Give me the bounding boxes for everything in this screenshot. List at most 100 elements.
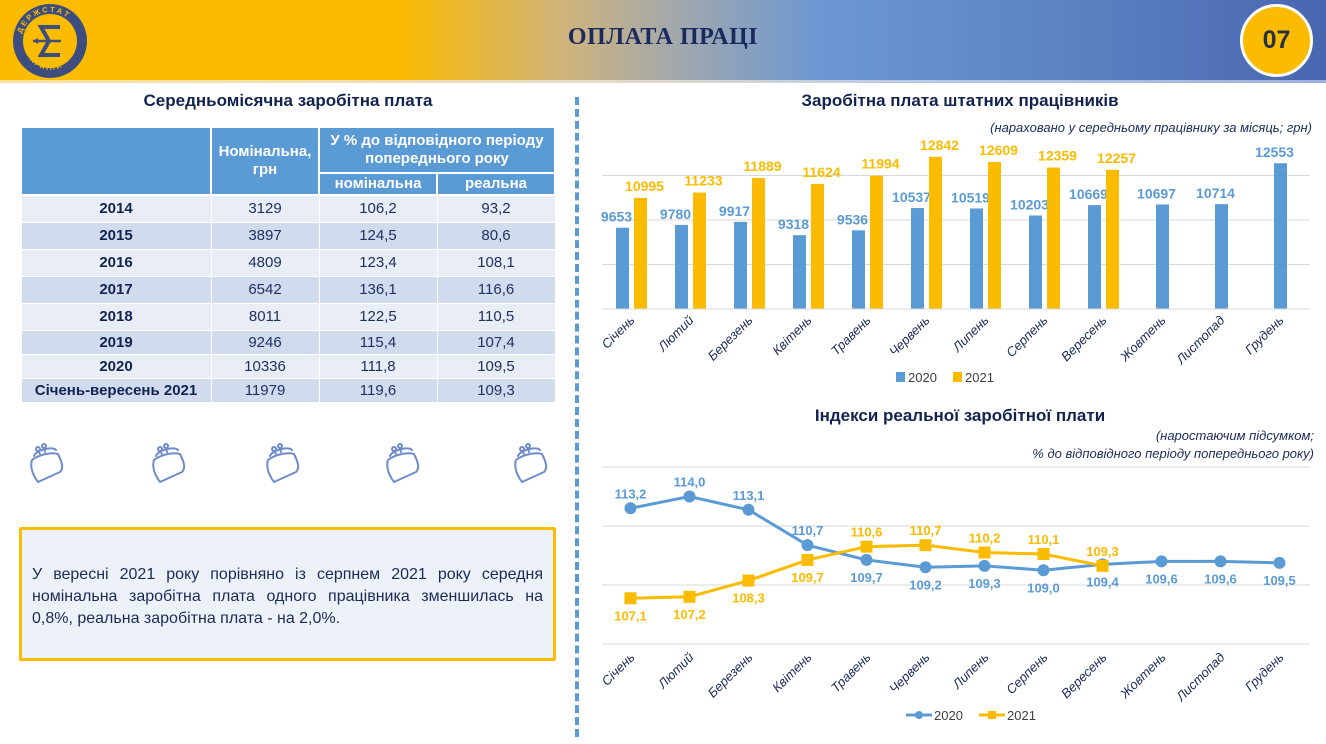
table-row: 2015 3897 124,5 80,6 bbox=[20, 221, 556, 250]
data-label-2020: 10697 bbox=[1137, 185, 1176, 201]
x-tick-label: Квітень bbox=[769, 649, 815, 695]
table-row: 2020 10336 111,8 109,5 bbox=[20, 353, 556, 379]
legend-swatch-2021 bbox=[953, 372, 962, 382]
x-tick-label: Січень bbox=[599, 312, 638, 351]
data-label-2020: 109,6 bbox=[1145, 571, 1178, 586]
purse-icon bbox=[514, 443, 548, 483]
data-label-2020: 109,0 bbox=[1027, 580, 1060, 595]
x-tick-label: Квітень bbox=[769, 312, 815, 358]
marker-2021 bbox=[624, 592, 637, 605]
marker-2020 bbox=[978, 559, 991, 572]
x-tick-label: Серпень bbox=[1003, 312, 1051, 360]
line-chart-subtitle-1: (наростаючим підсумком; bbox=[1155, 428, 1314, 443]
marker-2021 bbox=[683, 590, 696, 603]
bar-2021 bbox=[634, 197, 647, 309]
data-label-2021: 12842 bbox=[920, 137, 959, 153]
pct-real-cell: 93,2 bbox=[436, 194, 556, 223]
bar-2021 bbox=[1106, 169, 1119, 309]
data-label-2020: 109,3 bbox=[968, 576, 1001, 591]
marker-2021 bbox=[860, 540, 873, 553]
x-tick-label: Лютий bbox=[654, 650, 696, 692]
nominal-cell: 6542 bbox=[210, 275, 320, 304]
period-cell: 2015 bbox=[20, 221, 212, 250]
marker-2021 bbox=[1096, 559, 1109, 572]
x-tick-label: Березень bbox=[705, 312, 756, 363]
period-cell: Січень-вересень 2021 bbox=[20, 377, 212, 403]
pct-nominal-cell: 122,5 bbox=[318, 302, 438, 331]
purse-decoration-row bbox=[20, 440, 560, 490]
marker-2021 bbox=[919, 539, 932, 552]
data-label-2021: 109,3 bbox=[1086, 544, 1119, 559]
table-row: Січень-вересень 2021 11979 119,6 109,3 bbox=[20, 377, 556, 403]
marker-2021 bbox=[742, 574, 755, 587]
legend-marker-2021 bbox=[988, 711, 996, 719]
x-tick-label: Жовтень bbox=[1116, 649, 1168, 701]
marker-2020 bbox=[742, 503, 755, 516]
pct-nominal-cell: 111,8 bbox=[318, 353, 438, 379]
period-cell: 2017 bbox=[20, 275, 212, 304]
bar-2020 bbox=[734, 221, 747, 309]
x-tick-label: Травень bbox=[828, 649, 874, 695]
summary-note-text: У вересні 2021 року порівняно із серпнем… bbox=[32, 566, 543, 627]
purse-icon bbox=[386, 443, 420, 483]
data-label-2020: 10714 bbox=[1196, 185, 1235, 201]
pct-real-cell: 107,4 bbox=[436, 329, 556, 355]
x-tick-label: Вересень bbox=[1058, 649, 1110, 701]
bar-2021 bbox=[988, 161, 1001, 309]
bar-2021 bbox=[811, 183, 824, 309]
pct-nominal-cell: 115,4 bbox=[318, 329, 438, 355]
data-label-2020: 109,4 bbox=[1086, 574, 1119, 589]
legend-marker-2020 bbox=[915, 711, 923, 719]
x-tick-label: Грудень bbox=[1242, 649, 1287, 694]
line-chart-subtitle-2: % до відповідного періоду попереднього р… bbox=[1032, 446, 1314, 461]
period-cell: 2020 bbox=[20, 353, 212, 379]
data-label-2021: 108,3 bbox=[732, 591, 765, 606]
pct-real-cell: 116,6 bbox=[436, 275, 556, 304]
marker-2021 bbox=[801, 553, 814, 566]
marker-2020 bbox=[1214, 555, 1227, 568]
wage-bar-chart: 9653 10995 Січень 9780 11233 Лютий 9917 11889 Бе… bbox=[599, 137, 1310, 385]
period-header bbox=[20, 126, 212, 196]
x-tick-label: Жовтень bbox=[1116, 312, 1168, 364]
percent-nominal-header: номінальна bbox=[318, 172, 438, 196]
legend-swatch-2020 bbox=[896, 372, 905, 382]
data-label-2020: 109,7 bbox=[850, 570, 883, 585]
percent-group-header: У % до відповідного періоду попереднього… bbox=[318, 126, 556, 174]
data-label-2020: 109,2 bbox=[909, 577, 942, 592]
x-tick-label: Лютий bbox=[654, 313, 696, 355]
bar-2021 bbox=[752, 177, 765, 309]
x-tick-label: Червень bbox=[886, 312, 933, 359]
pct-nominal-cell: 124,5 bbox=[318, 221, 438, 250]
data-label-2021: 109,7 bbox=[791, 570, 824, 585]
legend-label-2020: 2020 bbox=[908, 370, 937, 385]
marker-2020 bbox=[919, 561, 932, 574]
marker-2020 bbox=[801, 539, 814, 552]
table-row: 2017 6542 136,1 116,6 bbox=[20, 275, 556, 304]
nominal-cell: 3129 bbox=[210, 194, 320, 223]
pct-nominal-cell: 106,2 bbox=[318, 194, 438, 223]
bar-2020 bbox=[1088, 205, 1101, 309]
data-label-2021: 110,1 bbox=[1028, 532, 1060, 547]
data-label-2020: 114,0 bbox=[674, 475, 706, 490]
marker-2020 bbox=[1155, 555, 1168, 568]
data-label-2021: 110,6 bbox=[851, 525, 883, 540]
bar-2020 bbox=[793, 235, 806, 309]
x-tick-label: Листопад bbox=[1172, 650, 1227, 705]
purse-icon bbox=[266, 443, 300, 483]
pct-real-cell: 110,5 bbox=[436, 302, 556, 331]
nominal-cell: 4809 bbox=[210, 248, 320, 277]
marker-2020 bbox=[624, 502, 637, 515]
bar-2020 bbox=[852, 230, 865, 309]
nominal-cell: 8011 bbox=[210, 302, 320, 331]
period-cell: 2014 bbox=[20, 194, 212, 223]
period-cell: 2018 bbox=[20, 302, 212, 331]
bar-2020 bbox=[1274, 163, 1287, 309]
panel-divider bbox=[575, 97, 579, 737]
x-tick-label: Листопад bbox=[1172, 313, 1227, 368]
data-label-2020: 113,1 bbox=[733, 488, 765, 503]
bar-2020 bbox=[1156, 204, 1169, 309]
data-label-2021: 11889 bbox=[743, 158, 781, 174]
data-label-2020: 10537 bbox=[892, 189, 931, 205]
data-label-2020: 9780 bbox=[660, 206, 691, 222]
nominal-cell: 9246 bbox=[210, 329, 320, 355]
